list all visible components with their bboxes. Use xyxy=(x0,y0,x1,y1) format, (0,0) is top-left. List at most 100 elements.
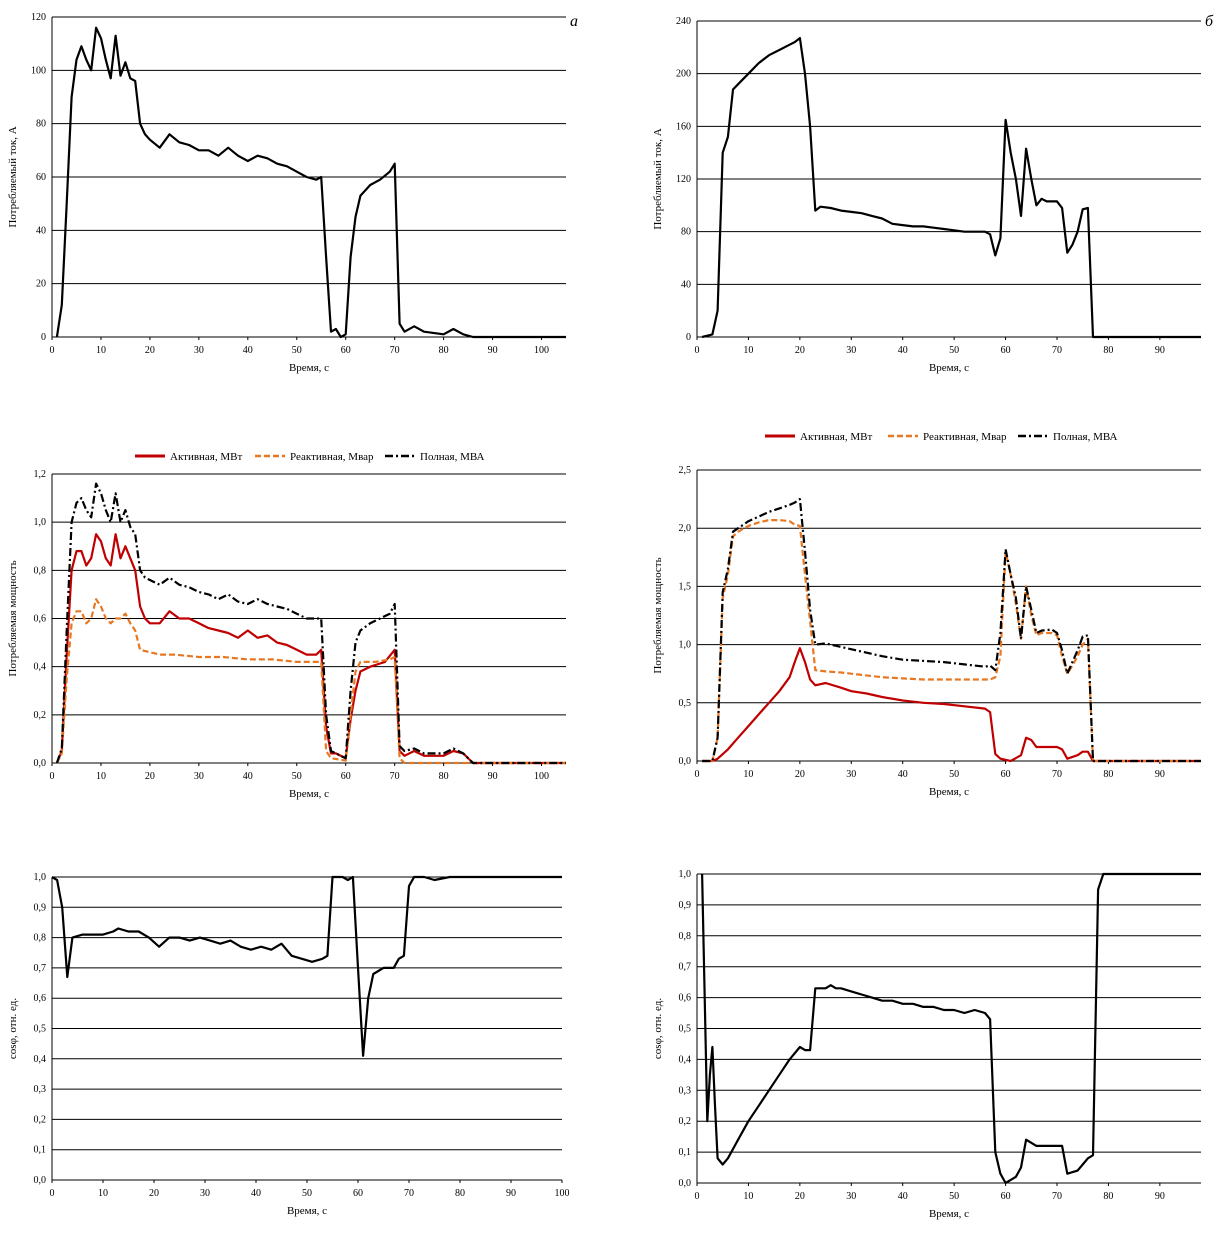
y-tick-label: 0 xyxy=(686,332,691,343)
x-tick-label: 100 xyxy=(534,345,549,356)
x-tick-label: 80 xyxy=(1103,1191,1113,1202)
y-tick-label: 200 xyxy=(676,69,691,80)
chart-panel-4: 0,0 0,1 0,2 0,3 0,4 0,5 0,6 0,7 0,8 0,9 1,0 0 10 20 30… xyxy=(7,872,570,1217)
legend-right: Активная, МВт Реактивная, Мвар Полная, М… xyxy=(765,431,1118,443)
y-axis-label: Потребляемая мощность xyxy=(7,560,19,676)
y-tick-label: 0,0 xyxy=(679,756,692,767)
legend-left: Активная, МВт Реактивная, Мвар Полная, М… xyxy=(135,451,485,463)
series-line-0 xyxy=(701,872,1201,1185)
series-line-0 xyxy=(701,37,1201,339)
x-tick-label: 70 xyxy=(390,771,400,782)
series-line-0 xyxy=(51,875,562,1057)
x-tick-label: 0 xyxy=(695,1191,700,1202)
series-line-0 xyxy=(702,647,1201,763)
y-tick-label: 0,3 xyxy=(679,1085,692,1096)
x-axis-label: Время, с xyxy=(289,788,329,800)
y-axis-label: Потребляемая мощность xyxy=(652,557,664,673)
y-tick-label: 0,7 xyxy=(679,962,692,973)
x-tick-label: 20 xyxy=(145,345,155,356)
x-tick-label: 70 xyxy=(1052,769,1062,780)
legend-label-full: Полная, МВА xyxy=(1053,431,1118,443)
y-tick-label: 160 xyxy=(676,121,691,132)
series-line-0 xyxy=(55,26,566,339)
x-axis-label: Время, с xyxy=(929,362,969,374)
x-tick-label: 0 xyxy=(50,771,55,782)
chart-panel-3: 0,0 0,5 1,0 1,5 2,0 2,5 0 10 20 30 40 50 60 70 80 90 Вре… xyxy=(652,465,1201,798)
legend-label-reactive: Реактивная, Мвар xyxy=(923,431,1007,443)
x-tick-label: 80 xyxy=(1103,769,1113,780)
y-tick-label: 0,9 xyxy=(34,902,47,913)
series-line-1 xyxy=(55,598,566,765)
y-tick-label: 0,1 xyxy=(34,1145,47,1156)
y-tick-label: 0 xyxy=(41,332,46,343)
x-tick-label: 60 xyxy=(1001,345,1011,356)
x-tick-label: 90 xyxy=(1155,345,1165,356)
x-tick-label: 70 xyxy=(390,345,400,356)
y-tick-label: 0,2 xyxy=(34,710,47,721)
y-tick-label: 0,2 xyxy=(679,1116,692,1127)
x-tick-label: 50 xyxy=(949,1191,959,1202)
y-tick-label: 100 xyxy=(31,65,46,76)
y-tick-label: 1,2 xyxy=(34,469,47,480)
y-tick-label: 0,0 xyxy=(34,758,47,769)
y-tick-label: 0,2 xyxy=(34,1114,47,1125)
x-tick-label: 20 xyxy=(795,1191,805,1202)
x-tick-label: 90 xyxy=(1155,769,1165,780)
x-tick-label: 70 xyxy=(1052,1191,1062,1202)
y-tick-label: 0,9 xyxy=(679,900,692,911)
y-tick-label: 80 xyxy=(36,119,46,130)
y-axis-label: cosφ, отн. ед. xyxy=(7,998,19,1059)
x-axis-label: Время, с xyxy=(287,1205,327,1217)
y-tick-label: 2,5 xyxy=(679,465,692,476)
y-tick-label: 1,0 xyxy=(34,517,47,528)
y-tick-label: 0,3 xyxy=(34,1084,47,1095)
x-tick-label: 50 xyxy=(302,1188,312,1199)
y-tick-label: 0,4 xyxy=(34,1054,47,1065)
x-tick-label: 70 xyxy=(1052,345,1062,356)
x-tick-label: 20 xyxy=(145,771,155,782)
y-tick-label: 0,0 xyxy=(34,1175,47,1186)
y-tick-label: 0,4 xyxy=(34,662,47,673)
y-tick-label: 1,0 xyxy=(679,640,692,651)
y-tick-label: 60 xyxy=(36,172,46,183)
x-tick-label: 60 xyxy=(1001,769,1011,780)
x-tick-label: 90 xyxy=(488,771,498,782)
x-tick-label: 80 xyxy=(439,771,449,782)
x-tick-label: 30 xyxy=(846,769,856,780)
x-tick-label: 50 xyxy=(292,771,302,782)
x-tick-label: 60 xyxy=(1001,1191,1011,1202)
x-tick-label: 10 xyxy=(96,345,106,356)
x-tick-label: 10 xyxy=(743,1191,753,1202)
y-tick-label: 120 xyxy=(31,12,46,23)
y-tick-label: 40 xyxy=(681,279,691,290)
x-tick-label: 20 xyxy=(149,1188,159,1199)
chart-panel-5: 0,0 0,1 0,2 0,3 0,4 0,5 0,6 0,7 0,8 0,9 1,0 0 10 20 30… xyxy=(652,869,1201,1220)
series-line-0 xyxy=(55,533,566,765)
chart-panel-1: 0 40 80 120 160 200 240 0 10 20 30 40 50 60 70 80 90 Врем… xyxy=(652,16,1201,374)
x-tick-label: 80 xyxy=(1103,345,1113,356)
x-axis-label: Время, с xyxy=(929,786,969,798)
x-tick-label: 10 xyxy=(743,769,753,780)
y-tick-label: 2,0 xyxy=(679,523,692,534)
y-tick-label: 0,6 xyxy=(679,993,692,1004)
x-tick-label: 60 xyxy=(353,1188,363,1199)
x-tick-label: 80 xyxy=(455,1188,465,1199)
x-tick-label: 90 xyxy=(506,1188,516,1199)
x-tick-label: 90 xyxy=(488,345,498,356)
series-line-2 xyxy=(702,498,1201,763)
x-tick-label: 30 xyxy=(194,345,204,356)
panel-letter-a: а xyxy=(570,13,578,30)
x-tick-label: 30 xyxy=(846,345,856,356)
x-axis-label: Время, с xyxy=(929,1208,969,1220)
x-tick-label: 40 xyxy=(898,1191,908,1202)
y-tick-label: 240 xyxy=(676,16,691,27)
y-axis-label: cosφ, отн. ед. xyxy=(652,998,664,1059)
y-tick-label: 40 xyxy=(36,225,46,236)
x-tick-label: 50 xyxy=(949,345,959,356)
x-tick-label: 50 xyxy=(292,345,302,356)
y-tick-label: 0,8 xyxy=(679,931,692,942)
series-line-2 xyxy=(55,482,566,765)
x-tick-label: 40 xyxy=(243,345,253,356)
